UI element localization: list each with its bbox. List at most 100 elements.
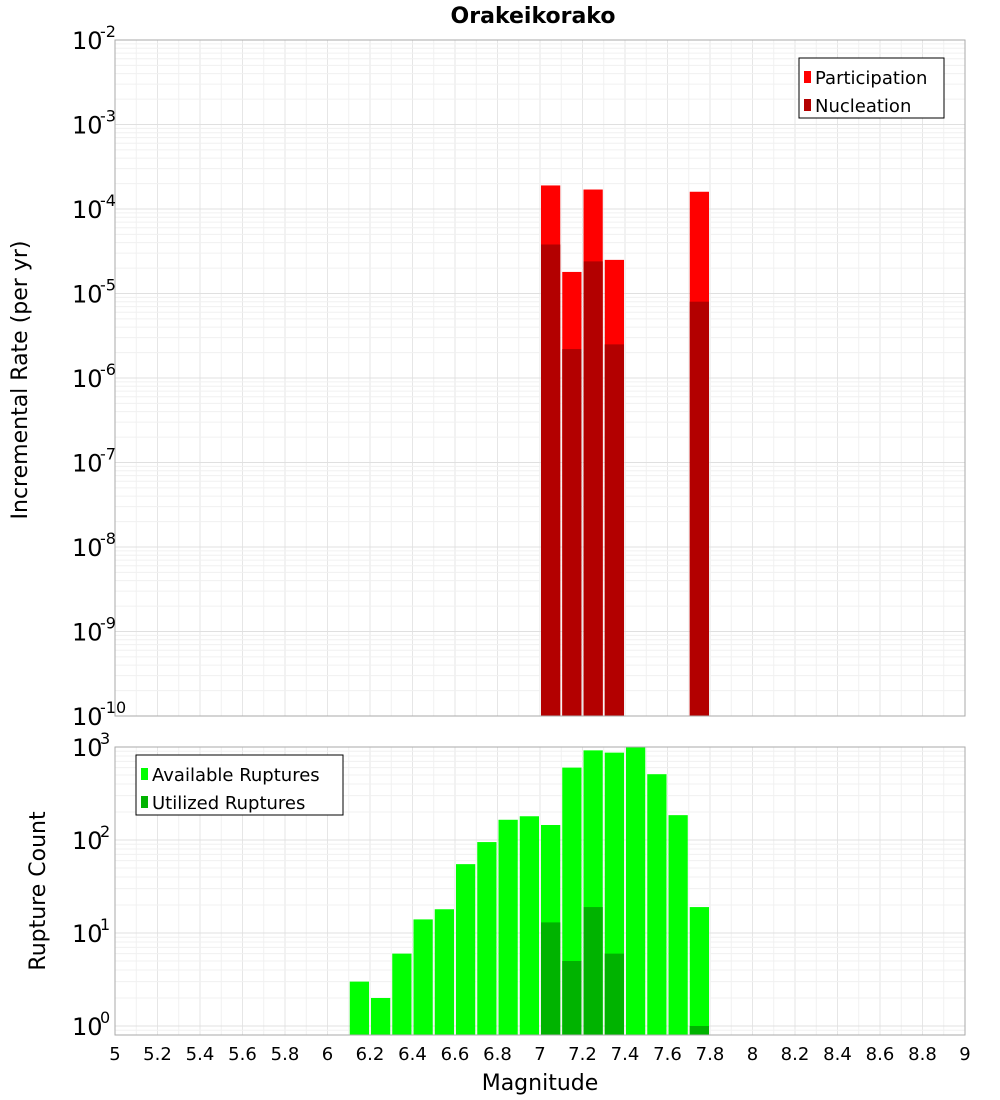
y-tick-base: 10 [72, 27, 103, 55]
y-tick: 100 [72, 1008, 110, 1041]
rate-plot-border [114, 39, 966, 717]
x-tick-label: 8.6 [866, 1044, 895, 1065]
y-tick-base: 10 [72, 619, 103, 647]
legend-swatch [141, 768, 148, 780]
x-tick-label: 6.6 [441, 1044, 470, 1065]
bar-nucleation [541, 244, 561, 716]
bar-nucleation [583, 261, 603, 716]
x-axis-label: Magnitude [482, 1071, 599, 1096]
bar-available-ruptures [689, 907, 709, 1035]
y-tick: 10-5 [72, 276, 116, 309]
bar-utilized-ruptures [541, 922, 561, 1035]
count-y-axis-label: Rupture Count [26, 811, 51, 971]
y-tick-exponent: -4 [100, 191, 116, 210]
legend-entry: Participation [815, 68, 927, 89]
bar-available-ruptures [477, 842, 497, 1035]
x-tick-label: 9 [959, 1044, 970, 1065]
y-tick-base: 10 [72, 1013, 103, 1041]
y-tick-exponent: -6 [100, 360, 116, 379]
y-tick: 10-10 [72, 698, 126, 731]
y-tick-exponent: -9 [100, 614, 116, 633]
x-tick-label: 5 [109, 1044, 120, 1065]
y-tick-base: 10 [72, 450, 103, 478]
y-tick-base: 10 [72, 734, 103, 762]
y-tick-exponent: 2 [100, 822, 110, 841]
legend-swatch [804, 71, 811, 83]
y-tick: 10-6 [72, 360, 116, 393]
y-tick-exponent: 1 [100, 915, 110, 934]
y-tick: 10-3 [72, 107, 116, 140]
y-tick-exponent: -2 [100, 22, 116, 41]
bar-available-ruptures [626, 747, 646, 1035]
legend-entry: Nucleation [815, 96, 911, 117]
y-tick-exponent: -8 [100, 529, 116, 548]
x-tick-label: 7.2 [568, 1044, 597, 1065]
count-plot-border [114, 746, 966, 1036]
y-tick: 10-8 [72, 529, 116, 562]
y-tick: 103 [72, 729, 110, 762]
x-tick-label: 7.6 [653, 1044, 682, 1065]
x-tick-label: 5.6 [228, 1044, 257, 1065]
y-tick-exponent: -10 [100, 698, 126, 717]
y-tick-base: 10 [72, 827, 103, 855]
x-tick-label: 6 [322, 1044, 333, 1065]
y-tick-exponent: -5 [100, 276, 116, 295]
bar-available-ruptures [668, 815, 688, 1035]
legend-entry: Utilized Ruptures [152, 793, 305, 814]
legend-swatch [141, 796, 148, 808]
x-tick-label: 5.4 [186, 1044, 215, 1065]
bar-available-ruptures [371, 997, 391, 1035]
bar-available-ruptures [519, 816, 539, 1035]
y-tick-base: 10 [72, 365, 103, 393]
y-tick-base: 10 [72, 703, 103, 731]
chart-title: Orakeikorako [451, 4, 616, 29]
bar-available-ruptures [413, 919, 433, 1035]
x-tick-label: 7.4 [611, 1044, 640, 1065]
bar-utilized-ruptures [604, 953, 624, 1035]
y-tick-exponent: 0 [100, 1008, 110, 1027]
y-tick-exponent: -7 [100, 445, 116, 464]
x-tick-label: 5.2 [143, 1044, 172, 1065]
x-tick-label: 7.8 [696, 1044, 725, 1065]
bar-utilized-ruptures [689, 1025, 709, 1035]
bar-utilized-ruptures [583, 907, 603, 1035]
y-tick-base: 10 [72, 281, 103, 309]
count-x-ticks: 5 5.2 5.4 5.6 5.8 6 6.2 6.4 6.6 6.8 7 7.2 7.4 7.6 7.8 8… [109, 1044, 970, 1065]
x-tick-label: 8.8 [908, 1044, 937, 1065]
legend-box [135, 754, 344, 816]
bar-available-ruptures [498, 819, 518, 1035]
bar-available-ruptures [392, 953, 412, 1035]
legend-swatch [804, 99, 811, 111]
bar-nucleation [604, 344, 624, 716]
y-tick: 10-7 [72, 445, 116, 478]
x-tick-label: 8.2 [781, 1044, 810, 1065]
y-tick: 101 [72, 915, 110, 948]
x-tick-label: 7 [534, 1044, 545, 1065]
y-tick: 10-2 [72, 22, 116, 55]
x-tick-label: 8.4 [823, 1044, 852, 1065]
legend-entry: Available Ruptures [152, 765, 320, 786]
bar-nucleation [689, 301, 709, 716]
bar-available-ruptures [434, 909, 454, 1035]
y-tick-base: 10 [72, 534, 103, 562]
y-tick: 10-9 [72, 614, 116, 647]
bar-utilized-ruptures [562, 960, 582, 1035]
x-tick-label: 6.4 [398, 1044, 427, 1065]
bar-available-ruptures [647, 774, 667, 1035]
y-tick: 10-4 [72, 191, 116, 224]
y-tick: 102 [72, 822, 110, 855]
y-tick-base: 10 [72, 196, 103, 224]
bar-nucleation [562, 349, 582, 716]
count-legend: Available Ruptures Utilized Ruptures [135, 754, 344, 816]
y-tick-base: 10 [72, 112, 103, 140]
y-tick-base: 10 [72, 920, 103, 948]
x-tick-label: 6.2 [356, 1044, 385, 1065]
x-tick-label: 6.8 [483, 1044, 512, 1065]
y-tick-exponent: 3 [100, 729, 110, 748]
y-tick-exponent: -3 [100, 107, 116, 126]
